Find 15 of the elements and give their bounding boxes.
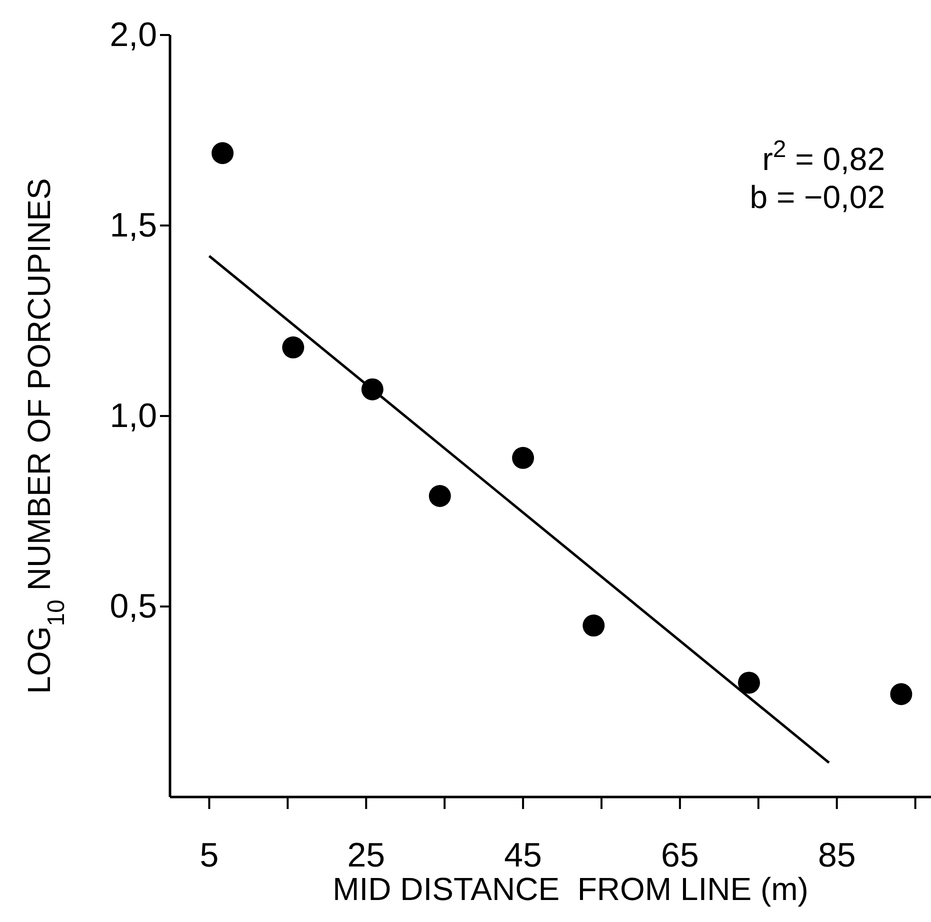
x-tick-label: 5 bbox=[200, 836, 219, 874]
point bbox=[582, 614, 605, 637]
point bbox=[512, 446, 534, 469]
point bbox=[890, 683, 912, 706]
y-tick-label: 1,0 bbox=[110, 396, 157, 435]
y-tick-label: 2,0 bbox=[110, 16, 157, 54]
point bbox=[428, 485, 451, 508]
point bbox=[212, 142, 234, 164]
annotation: b = −0,02 bbox=[750, 179, 885, 215]
y-tick-label: 1,5 bbox=[110, 206, 157, 244]
annotation: r$^{2}$ = 0,82 bbox=[762, 136, 885, 177]
y-tick-label: 0,5 bbox=[110, 587, 157, 626]
point bbox=[282, 336, 304, 358]
x-tick-label: 85 bbox=[818, 836, 856, 874]
point bbox=[738, 672, 760, 694]
